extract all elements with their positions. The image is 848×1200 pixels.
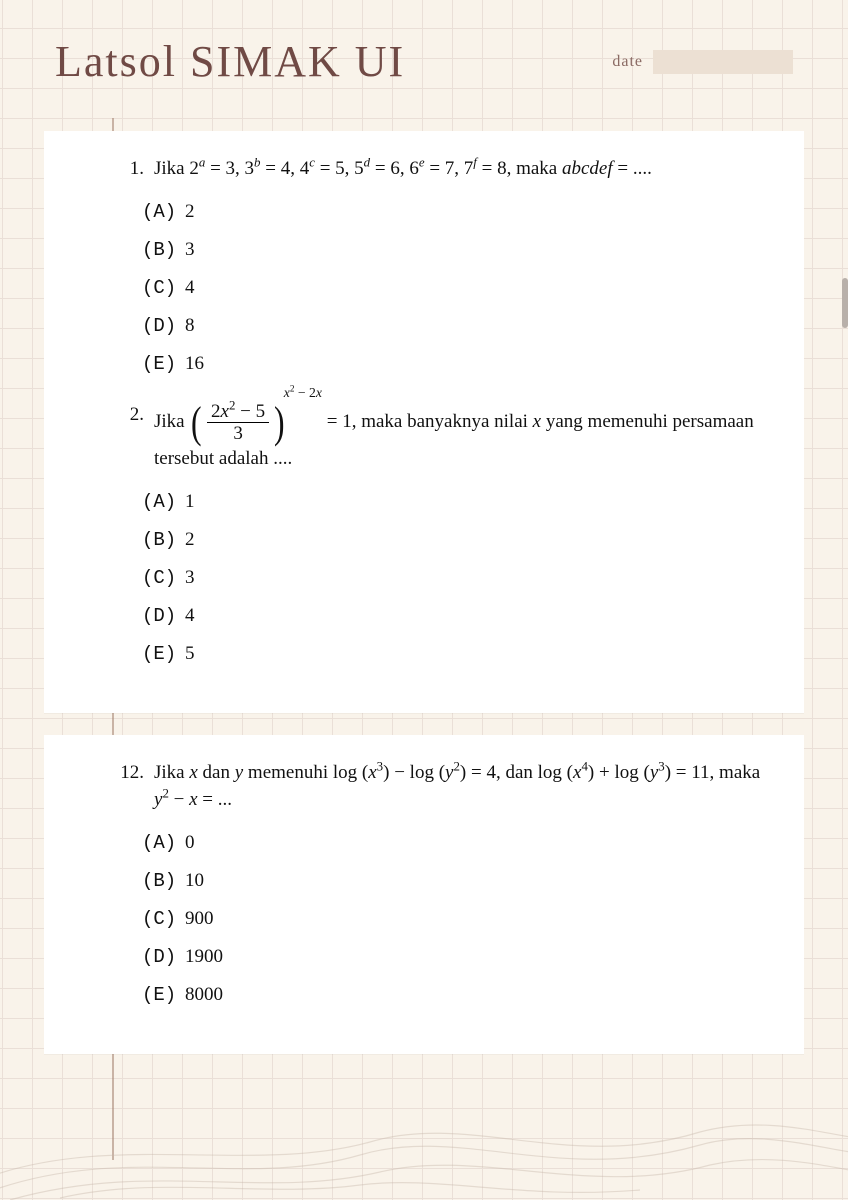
option-list: (A) 0(B) 10(C) 900(D) 1900(E) 8000	[142, 824, 770, 1014]
question: 2.Jika (2x2 − 53)x2 − 2x = 1, maka banya…	[132, 401, 770, 473]
answer-option[interactable]: (E) 16	[142, 345, 770, 383]
option-value: 4	[180, 605, 194, 626]
option-value: 3	[180, 239, 194, 260]
option-value: 2	[180, 529, 194, 550]
option-letter: (D)	[142, 315, 176, 337]
answer-option[interactable]: (C) 4	[142, 269, 770, 307]
answer-option[interactable]: (C) 900	[142, 900, 770, 938]
option-value: 5	[180, 643, 194, 664]
option-letter: (A)	[142, 491, 176, 513]
option-value: 16	[180, 353, 204, 374]
question-card: 12. Jika x dan y memenuhi log (x3) − log …	[44, 735, 804, 1054]
questions-area: 1. Jika 2a = 3, 3b = 4, 4c = 5, 5d = 6, 6…	[44, 131, 804, 1054]
answer-option[interactable]: (E) 8000	[142, 976, 770, 1014]
option-list: (A) 1(B) 2(C) 3(D) 4(E) 5	[142, 483, 770, 673]
question: 1.Jika 2a = 3, 3b = 4, 4c = 5, 5d = 6, 6…	[132, 155, 770, 183]
answer-option[interactable]: (B) 10	[142, 862, 770, 900]
decorative-topography	[0, 1100, 848, 1200]
question-stem: Jika (2x2 − 53)x2 − 2x = 1, maka banyakn…	[154, 411, 754, 469]
question-card: 1. Jika 2a = 3, 3b = 4, 4c = 5, 5d = 6, 6…	[44, 131, 804, 713]
answer-option[interactable]: (A) 2	[142, 193, 770, 231]
date-label: date	[612, 53, 643, 71]
option-list: (A) 2(B) 3(C) 4(D) 8(E) 16	[142, 193, 770, 383]
question-number: 2.	[100, 401, 144, 429]
scroll-indicator[interactable]	[842, 278, 848, 328]
page-header: Latsol SIMAK UI date	[0, 0, 848, 105]
question-number: 1.	[100, 155, 144, 183]
option-value: 8	[180, 315, 194, 336]
option-letter: (B)	[142, 239, 176, 261]
option-letter: (E)	[142, 643, 176, 665]
option-value: 10	[180, 870, 204, 891]
question-stem: Jika 2a = 3, 3b = 4, 4c = 5, 5d = 6, 6e …	[154, 158, 652, 179]
option-value: 1900	[180, 946, 223, 967]
option-letter: (C)	[142, 908, 176, 930]
option-value: 2	[180, 201, 194, 222]
answer-option[interactable]: (A) 0	[142, 824, 770, 862]
option-letter: (D)	[142, 605, 176, 627]
option-letter: (C)	[142, 567, 176, 589]
answer-option[interactable]: (D) 4	[142, 597, 770, 635]
option-letter: (E)	[142, 984, 176, 1006]
option-value: 0	[180, 832, 194, 853]
question: 12.Jika x dan y memenuhi log (x3) − log …	[132, 759, 770, 814]
answer-option[interactable]: (D) 1900	[142, 938, 770, 976]
answer-option[interactable]: (D) 8	[142, 307, 770, 345]
answer-option[interactable]: (C) 3	[142, 559, 770, 597]
date-field: date	[612, 50, 793, 74]
date-input[interactable]	[653, 50, 793, 74]
answer-option[interactable]: (B) 2	[142, 521, 770, 559]
page-title: Latsol SIMAK UI	[55, 36, 405, 87]
answer-option[interactable]: (B) 3	[142, 231, 770, 269]
answer-option[interactable]: (E) 5	[142, 635, 770, 673]
option-value: 4	[180, 277, 194, 298]
answer-option[interactable]: (A) 1	[142, 483, 770, 521]
option-letter: (D)	[142, 946, 176, 968]
option-value: 1	[180, 491, 194, 512]
option-letter: (A)	[142, 832, 176, 854]
option-letter: (B)	[142, 529, 176, 551]
question-stem: Jika x dan y memenuhi log (x3) − log (y2…	[154, 762, 760, 811]
option-letter: (B)	[142, 870, 176, 892]
option-letter: (C)	[142, 277, 176, 299]
option-letter: (E)	[142, 353, 176, 375]
option-value: 3	[180, 567, 194, 588]
question-number: 12.	[100, 759, 144, 787]
option-value: 8000	[180, 984, 223, 1005]
option-value: 900	[180, 908, 213, 929]
option-letter: (A)	[142, 201, 176, 223]
